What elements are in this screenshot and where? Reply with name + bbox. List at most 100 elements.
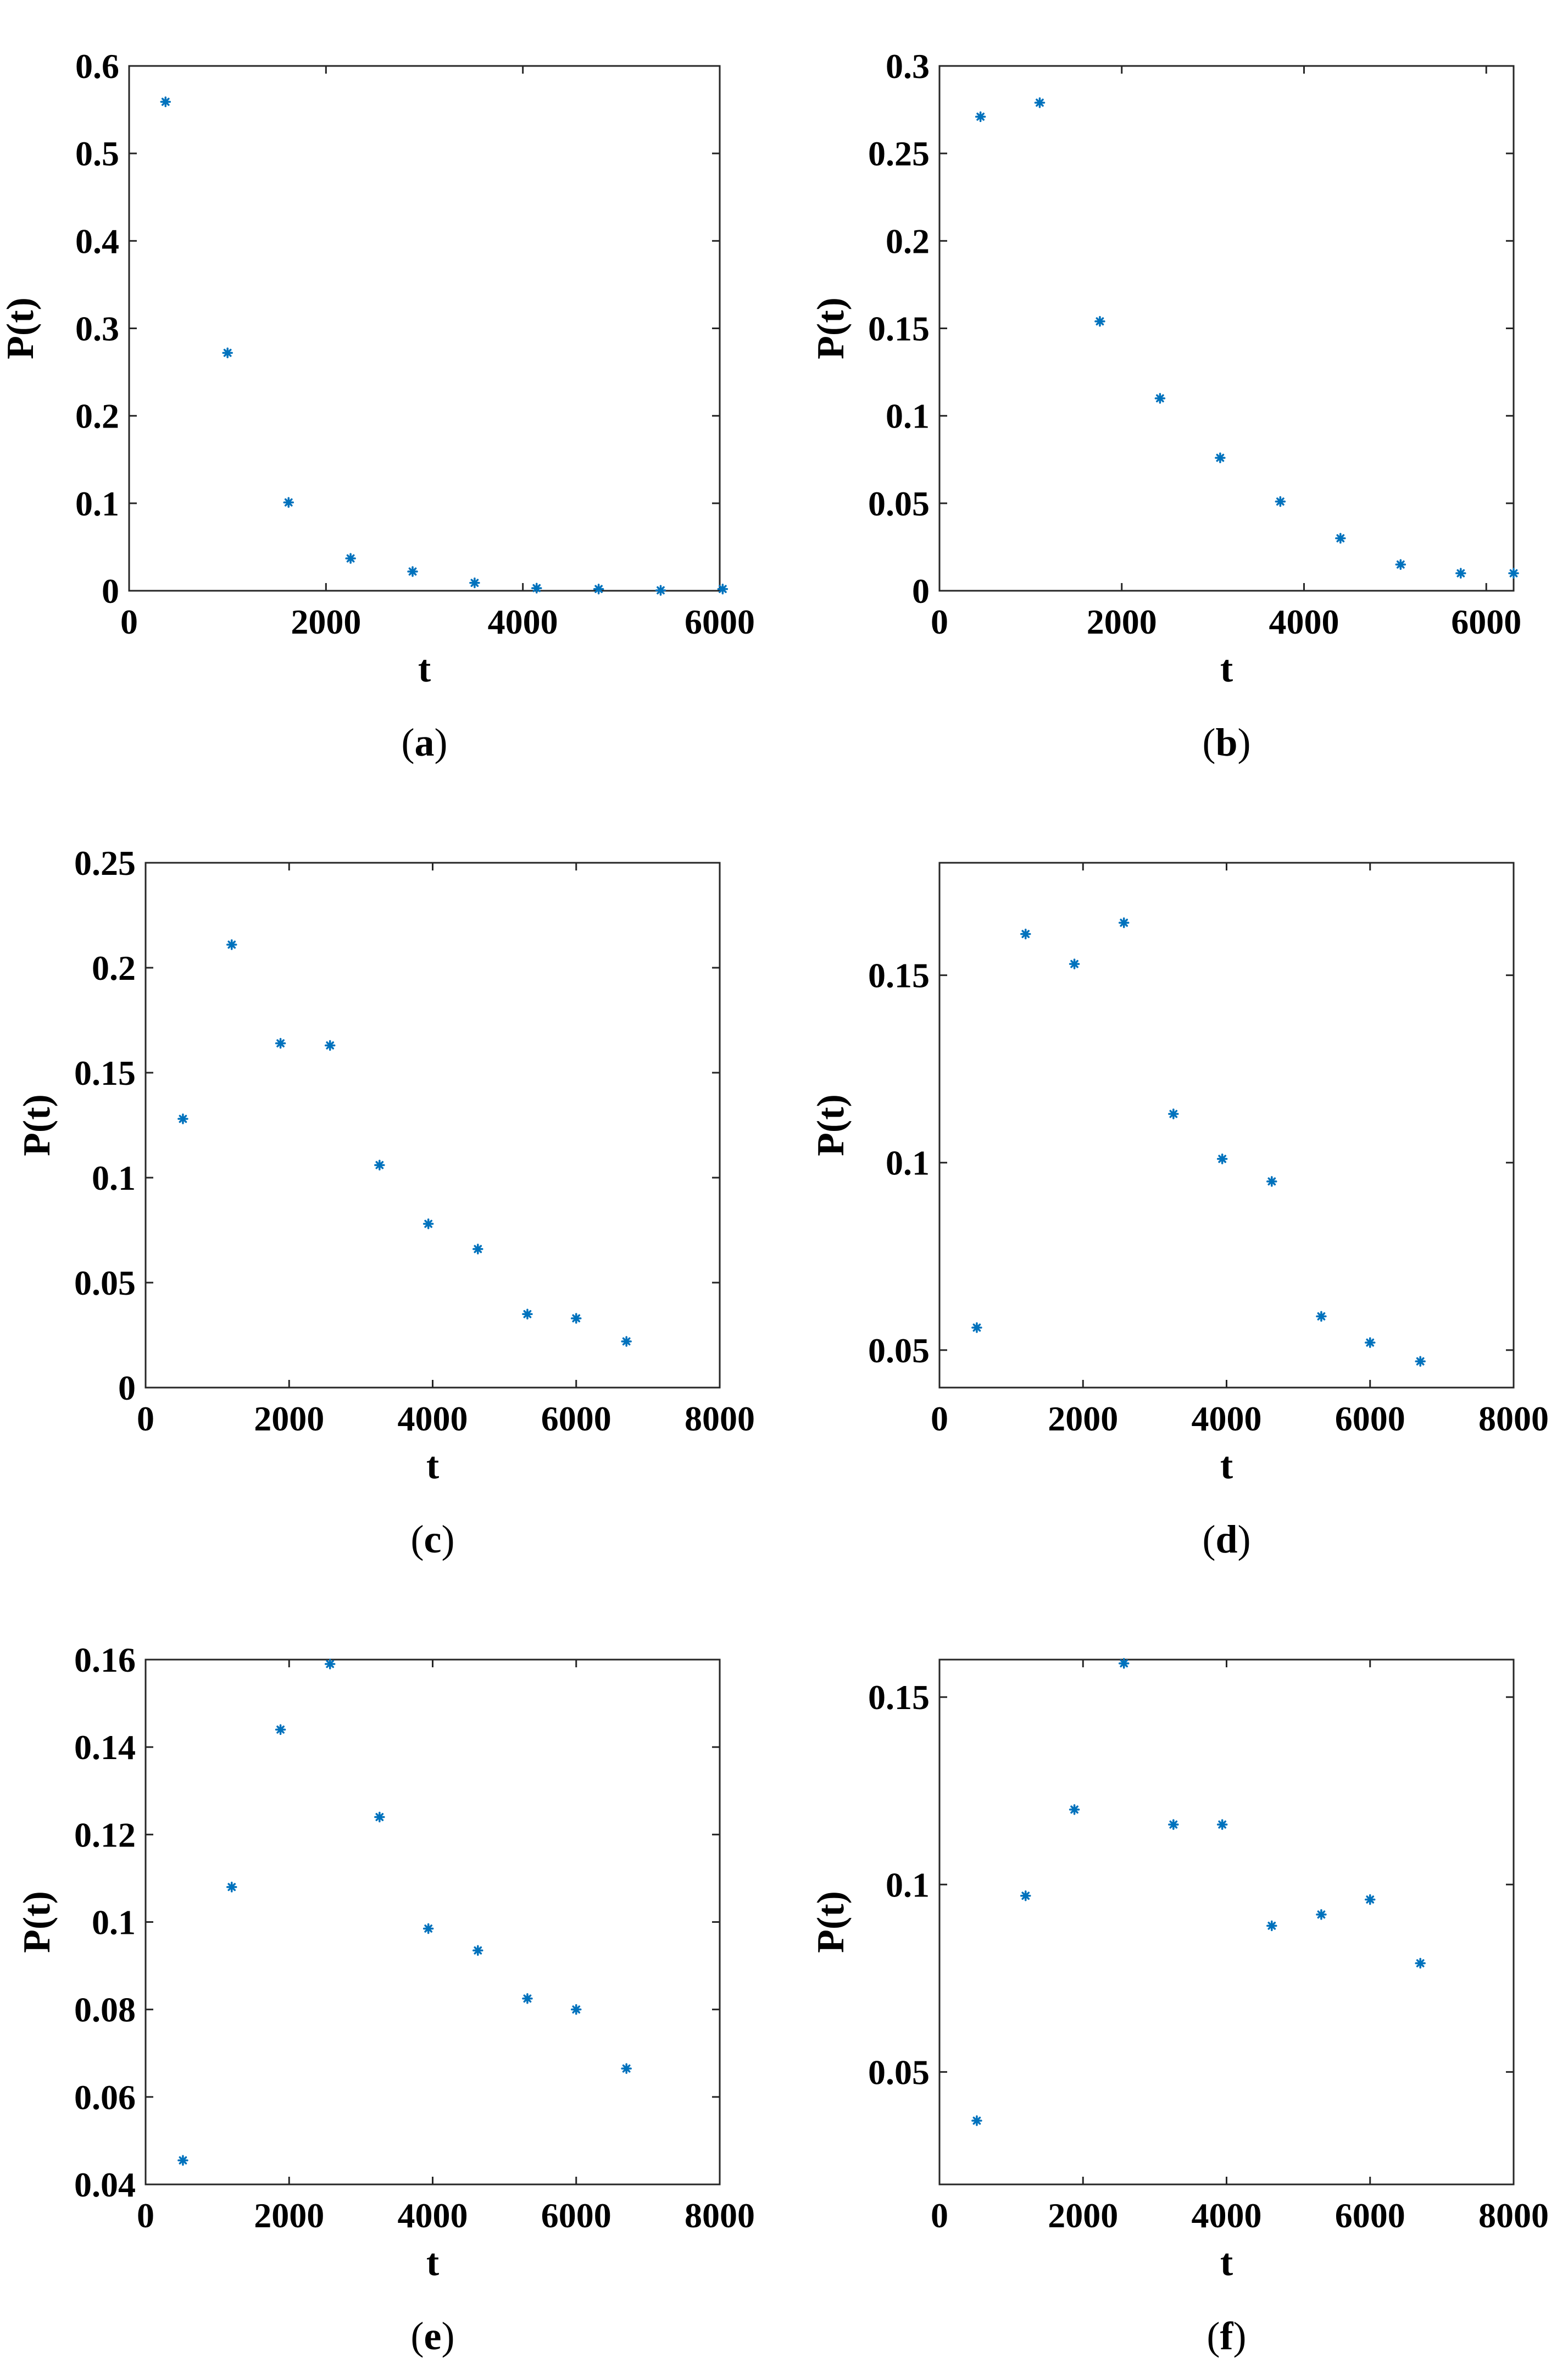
data-point [275, 1724, 286, 1735]
panel-d: 0 2000 4000 6000 8000 0.05 0.1 0.15 t P(t) (d) [810, 862, 1549, 1561]
data-point [1168, 1819, 1179, 1830]
panel-c: 0 2000 4000 6000 8000 0 0.05 0.1 0.15 0.2 0.25 t P(t… [16, 844, 755, 1561]
data-point [1266, 1176, 1277, 1187]
data-point [472, 1244, 483, 1255]
x-tick-label: 0 [931, 1399, 948, 1438]
data-point [1118, 917, 1130, 928]
x-tick-label: 4000 [1269, 602, 1339, 641]
panel-letter: c [424, 1517, 442, 1561]
data-point [1215, 452, 1226, 463]
panel-f: 0 2000 4000 6000 8000 0.05 0.1 0.15 t P(t) (f) [810, 1658, 1549, 2358]
y-tick-label: 0.15 [868, 956, 930, 995]
panel-caption: (b) [1202, 720, 1250, 764]
panel-a: 0 2000 4000 6000 0 0.1 0.2 0.3 0.4 0.5 0.6 t P(t) (a) [0, 47, 755, 764]
data-point [971, 1322, 982, 1333]
x-tick-label: 0 [931, 602, 948, 641]
panel-letter: a [415, 720, 435, 764]
data-point [1365, 1894, 1376, 1905]
x-tick-label: 2000 [291, 602, 361, 641]
x-tick-label: 2000 [254, 1399, 324, 1438]
y-tick-label: 0 [912, 572, 930, 611]
x-tick-label: 4000 [488, 602, 558, 641]
data-point [1316, 1311, 1327, 1322]
data-point [621, 2063, 632, 2074]
data-point [1168, 1108, 1179, 1119]
y-tick-label: 0.2 [92, 949, 136, 988]
data-point [571, 1313, 582, 1324]
data-point [407, 566, 418, 577]
panel-letter: b [1215, 720, 1237, 764]
data-point [1118, 1658, 1130, 1669]
x-axis-label: t [1220, 648, 1233, 690]
data-point [345, 553, 356, 564]
y-tick-label: 0.04 [74, 2165, 136, 2204]
x-tick-label: 6000 [541, 1399, 611, 1438]
data-point [226, 939, 237, 950]
y-tick-label: 0.6 [75, 47, 119, 86]
data-point [1365, 1337, 1376, 1348]
x-tick-label: 0 [137, 2196, 154, 2235]
plot-frame [128, 65, 721, 592]
y-tick-label: 0.4 [75, 221, 119, 260]
data-point [226, 1882, 237, 1893]
data-point [1455, 568, 1466, 579]
x-tick-label: 6000 [541, 2196, 611, 2235]
data-point [374, 1160, 385, 1171]
y-tick-label: 0 [118, 1368, 136, 1407]
data-point [1154, 393, 1166, 404]
data-point [531, 583, 542, 594]
x-tick-label: 6000 [1451, 602, 1521, 641]
y-tick-label: 0.08 [74, 1990, 136, 2029]
data-point [975, 111, 986, 123]
panel-letter: d [1215, 1517, 1237, 1561]
data-point [1275, 496, 1286, 507]
data-point [571, 2004, 582, 2015]
data-point [469, 577, 480, 589]
y-axis-label: P(t) [810, 297, 852, 359]
data-point [621, 1336, 632, 1347]
y-tick-label: 0.2 [75, 397, 119, 436]
plot-frame [144, 1659, 721, 2186]
x-tick-label: 4000 [398, 1399, 468, 1438]
y-tick-label: 0.05 [74, 1263, 136, 1302]
data-point [324, 1040, 336, 1051]
plot-frame [938, 1659, 1515, 2186]
y-tick-label: 0.16 [74, 1640, 136, 1679]
y-tick-label: 0.1 [886, 1144, 930, 1183]
data-point [275, 1038, 286, 1049]
y-tick-label: 0.1 [886, 397, 930, 436]
x-tick-label: 0 [137, 1399, 154, 1438]
y-tick-label: 0.1 [886, 1865, 930, 1904]
x-tick-label: 2000 [1048, 2196, 1118, 2235]
panel-caption: (d) [1202, 1517, 1250, 1561]
y-tick-label: 0.2 [886, 221, 930, 260]
x-tick-label: 4000 [1192, 1399, 1262, 1438]
x-tick-label: 6000 [1335, 2196, 1405, 2235]
panel-caption: (f) [1207, 2314, 1247, 2358]
panel-e: 0 2000 4000 6000 8000 0.04 0.06 0.08 0.1 0.12 0.14… [16, 1640, 755, 2358]
y-tick-label: 0.05 [868, 1331, 930, 1370]
data-point [1094, 316, 1105, 327]
plot-frame [938, 65, 1515, 592]
data-point [160, 96, 171, 108]
panel-caption: (e) [411, 2314, 455, 2358]
x-axis-label: t [426, 2242, 439, 2284]
x-tick-label: 8000 [685, 2196, 755, 2235]
x-tick-label: 4000 [1192, 2196, 1262, 2235]
y-tick-label: 0.25 [74, 844, 136, 883]
data-point [177, 1113, 188, 1124]
y-tick-label: 0.05 [868, 2053, 930, 2092]
data-point [1034, 97, 1046, 108]
data-point [1069, 1804, 1080, 1815]
panel-letter: f [1220, 2314, 1234, 2358]
x-axis-label: t [426, 1445, 439, 1487]
y-tick-label: 0.15 [74, 1053, 136, 1092]
data-point [472, 1945, 483, 1956]
y-tick-label: 0.15 [868, 309, 930, 348]
data-point [593, 584, 604, 595]
data-point [1069, 958, 1080, 969]
x-tick-label: 0 [931, 2196, 948, 2235]
y-tick-label: 0.1 [92, 1158, 136, 1197]
data-point [522, 1308, 533, 1320]
data-point [1335, 533, 1346, 544]
